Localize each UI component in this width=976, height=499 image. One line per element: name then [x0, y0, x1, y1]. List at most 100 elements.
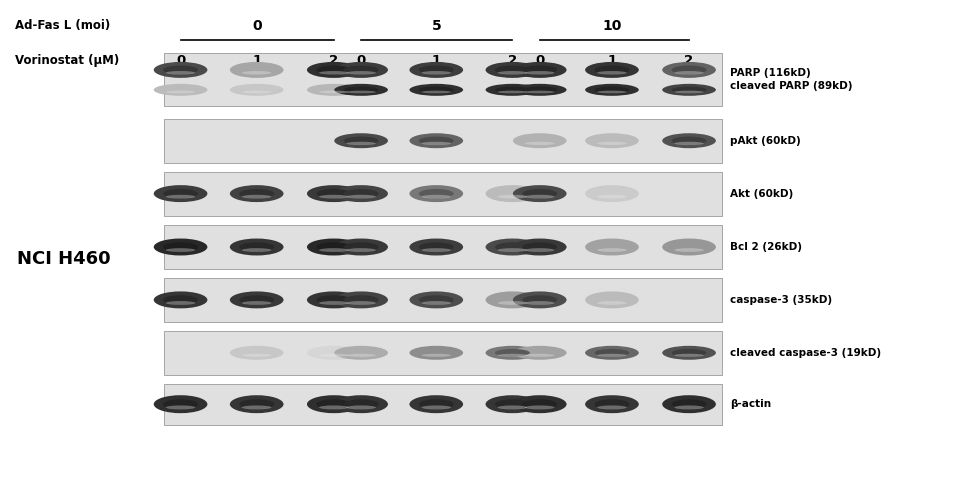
Ellipse shape: [513, 239, 567, 255]
Ellipse shape: [422, 195, 451, 199]
Ellipse shape: [344, 86, 379, 93]
Ellipse shape: [344, 189, 379, 198]
Text: 2: 2: [329, 54, 339, 67]
Ellipse shape: [525, 354, 554, 357]
Ellipse shape: [594, 86, 630, 93]
Ellipse shape: [316, 65, 351, 74]
Ellipse shape: [230, 239, 283, 255]
Ellipse shape: [422, 71, 451, 74]
Ellipse shape: [486, 185, 539, 202]
Ellipse shape: [486, 239, 539, 255]
Ellipse shape: [597, 71, 627, 74]
Text: Akt (60kD): Akt (60kD): [730, 189, 793, 199]
Ellipse shape: [422, 248, 451, 252]
Ellipse shape: [154, 239, 208, 255]
Ellipse shape: [422, 91, 451, 93]
Ellipse shape: [242, 406, 271, 409]
Ellipse shape: [597, 91, 627, 93]
Ellipse shape: [486, 395, 539, 413]
Ellipse shape: [513, 133, 567, 148]
Ellipse shape: [166, 248, 195, 252]
Ellipse shape: [346, 71, 376, 74]
Ellipse shape: [410, 395, 464, 413]
Ellipse shape: [419, 399, 454, 409]
Text: PARP (116kD)
cleaved PARP (89kD): PARP (116kD) cleaved PARP (89kD): [730, 68, 853, 90]
Ellipse shape: [522, 399, 557, 409]
Ellipse shape: [513, 395, 567, 413]
Ellipse shape: [230, 395, 283, 413]
Ellipse shape: [525, 301, 554, 305]
Ellipse shape: [486, 84, 539, 96]
Bar: [164, 53, 722, 106]
Ellipse shape: [154, 84, 208, 96]
Ellipse shape: [346, 248, 376, 252]
Ellipse shape: [594, 65, 630, 74]
Ellipse shape: [419, 243, 454, 251]
Ellipse shape: [674, 142, 704, 145]
Ellipse shape: [594, 399, 630, 409]
Ellipse shape: [498, 406, 527, 409]
Ellipse shape: [597, 248, 627, 252]
Ellipse shape: [154, 62, 208, 78]
Ellipse shape: [674, 91, 704, 93]
Ellipse shape: [662, 239, 716, 255]
Ellipse shape: [239, 189, 274, 198]
Ellipse shape: [239, 399, 274, 409]
Ellipse shape: [671, 86, 707, 93]
Ellipse shape: [316, 399, 351, 409]
Ellipse shape: [662, 133, 716, 148]
Ellipse shape: [307, 62, 361, 78]
Ellipse shape: [486, 291, 539, 308]
Ellipse shape: [344, 243, 379, 251]
Ellipse shape: [230, 84, 283, 96]
Ellipse shape: [410, 185, 464, 202]
Ellipse shape: [594, 349, 630, 357]
Ellipse shape: [344, 295, 379, 304]
Ellipse shape: [498, 195, 527, 199]
Ellipse shape: [334, 133, 388, 148]
Ellipse shape: [522, 243, 557, 251]
Ellipse shape: [154, 185, 208, 202]
Text: 0: 0: [535, 54, 545, 67]
Bar: [164, 225, 722, 269]
Ellipse shape: [671, 399, 707, 409]
Bar: [164, 172, 722, 216]
Ellipse shape: [334, 185, 388, 202]
Ellipse shape: [346, 142, 376, 145]
Ellipse shape: [498, 248, 527, 252]
Ellipse shape: [495, 86, 530, 93]
Ellipse shape: [513, 62, 567, 78]
Ellipse shape: [525, 406, 554, 409]
Text: β-actin: β-actin: [730, 399, 771, 409]
Text: Bcl 2 (26kD): Bcl 2 (26kD): [730, 242, 802, 252]
Text: 1: 1: [607, 54, 617, 67]
Ellipse shape: [319, 406, 348, 409]
Ellipse shape: [307, 291, 361, 308]
Text: cleaved caspase-3 (19kD): cleaved caspase-3 (19kD): [730, 348, 881, 358]
Ellipse shape: [513, 346, 567, 360]
Ellipse shape: [346, 406, 376, 409]
Ellipse shape: [671, 349, 707, 357]
Text: 0: 0: [356, 54, 366, 67]
Ellipse shape: [307, 185, 361, 202]
Ellipse shape: [674, 71, 704, 74]
Text: 0: 0: [176, 54, 185, 67]
Bar: [164, 331, 722, 375]
Ellipse shape: [344, 137, 379, 145]
Ellipse shape: [242, 195, 271, 199]
Ellipse shape: [316, 189, 351, 198]
Ellipse shape: [410, 239, 464, 255]
Ellipse shape: [498, 301, 527, 305]
Ellipse shape: [495, 349, 530, 357]
Ellipse shape: [334, 62, 388, 78]
Ellipse shape: [674, 406, 704, 409]
Ellipse shape: [525, 195, 554, 199]
Ellipse shape: [239, 295, 274, 304]
Ellipse shape: [334, 84, 388, 96]
Ellipse shape: [522, 65, 557, 74]
Ellipse shape: [410, 291, 464, 308]
Ellipse shape: [586, 185, 639, 202]
Text: caspase-3 (35kD): caspase-3 (35kD): [730, 295, 833, 305]
Ellipse shape: [344, 399, 379, 409]
Ellipse shape: [410, 346, 464, 360]
